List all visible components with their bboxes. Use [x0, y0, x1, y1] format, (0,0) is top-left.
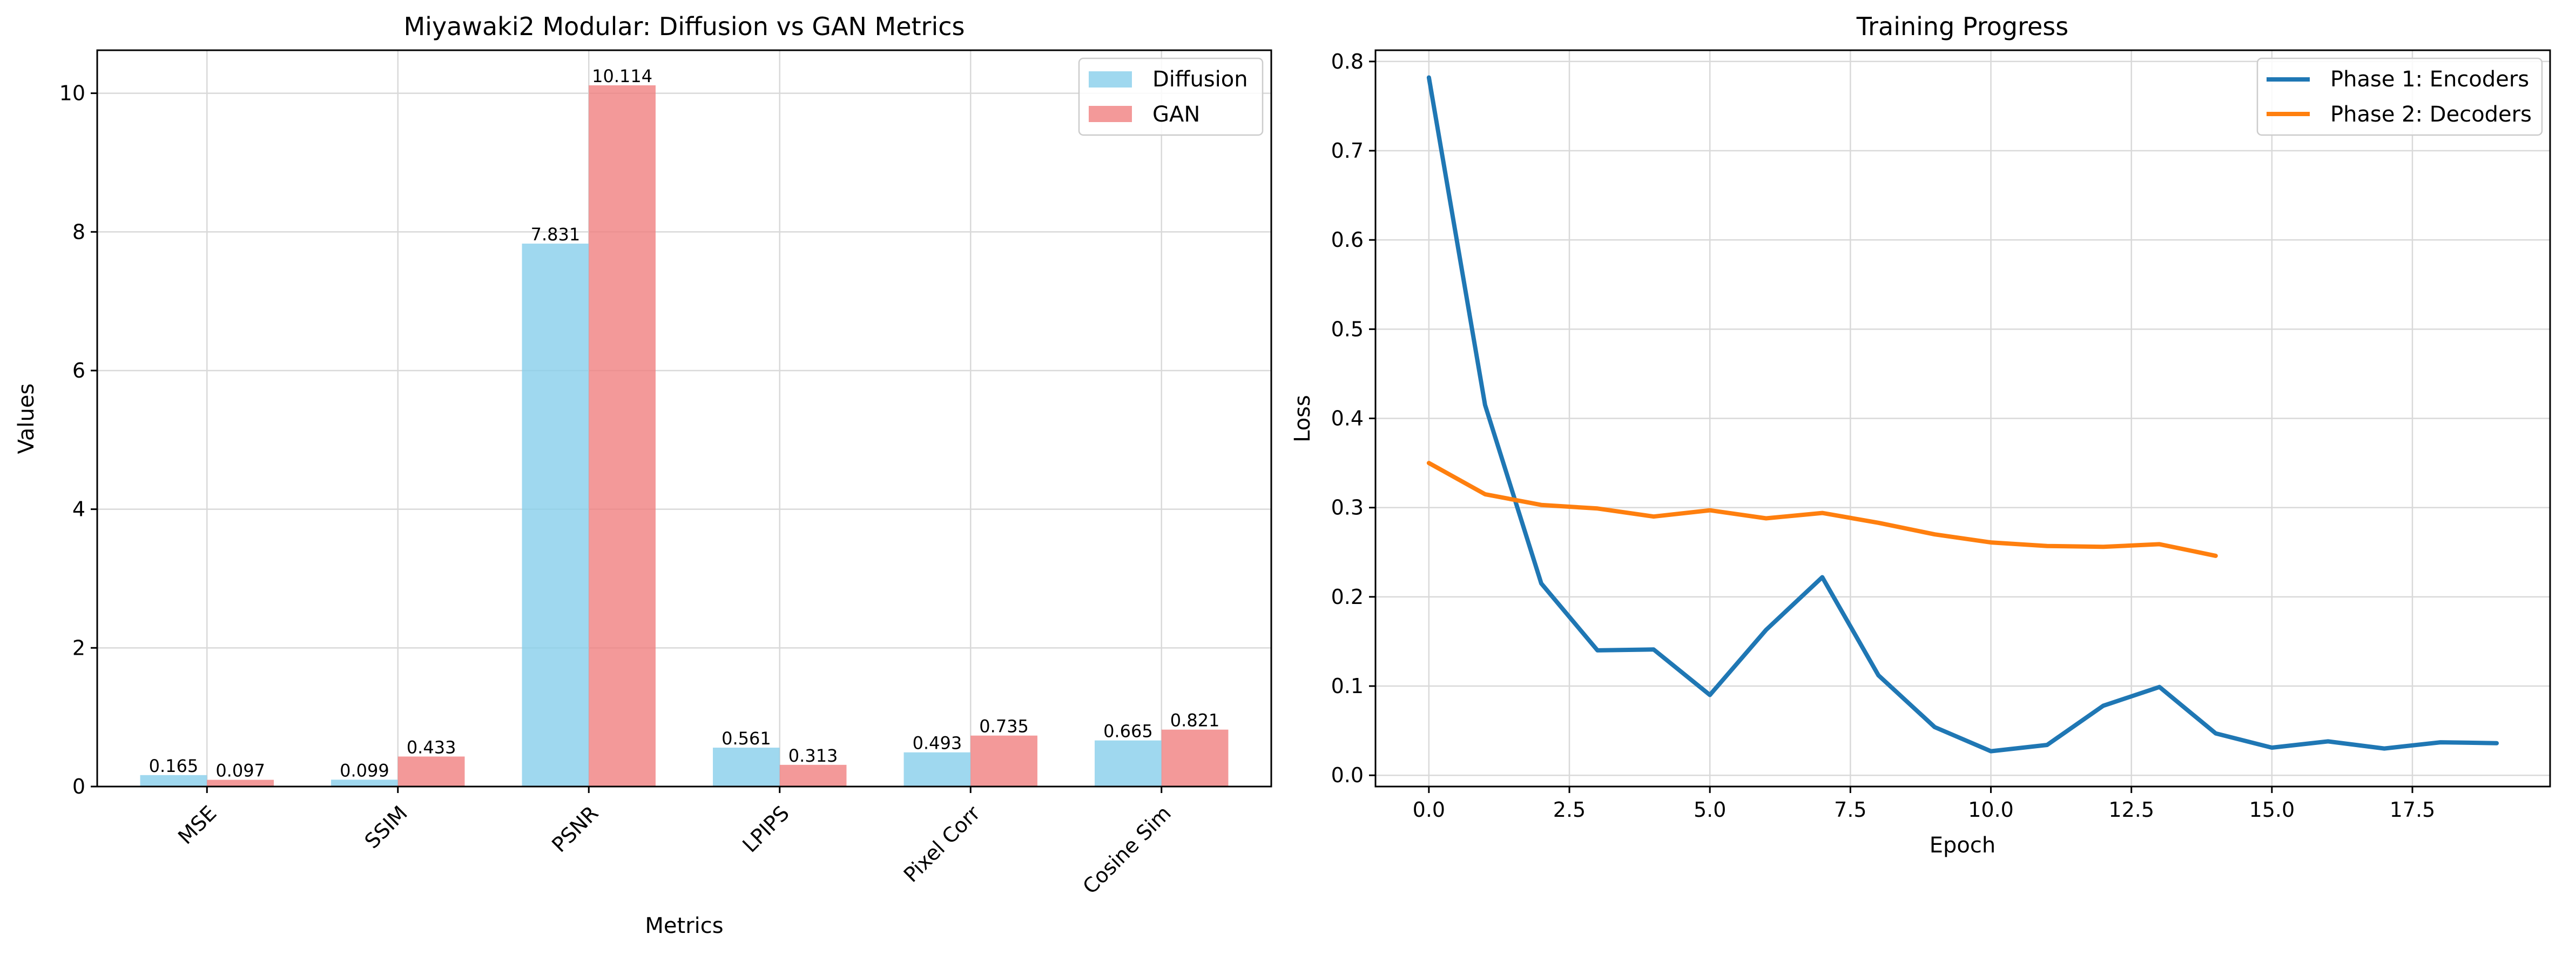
- line-chart-y-tick-label: 0.0: [1331, 763, 1364, 787]
- data-label-gan-lpips: 0.313: [788, 745, 838, 766]
- bar-diffusion-ssim: [331, 780, 398, 787]
- bar-gan-ssim: [397, 756, 465, 787]
- line-chart-x-ticks: 0.0 2.5 5.0 7.5 10.0 12.5 15.0 17.5: [1413, 787, 2436, 822]
- legend-swatch-gan: [1089, 106, 1132, 122]
- bar-chart-frame: [96, 49, 1272, 788]
- data-label-gan-cosine-sim: 0.821: [1170, 710, 1220, 731]
- bar-chart-y-tick-label: 2: [72, 636, 85, 660]
- data-label-gan-mse: 0.097: [215, 761, 265, 781]
- line-chart-y-tick-label: 0.2: [1331, 585, 1364, 609]
- data-label-gan-pixel-corr: 0.735: [979, 716, 1029, 737]
- bar-chart-y-tick-label: 4: [72, 498, 85, 521]
- bar-gan-lpips: [779, 764, 847, 787]
- line-chart-legend: Phase 1: Encoders Phase 2: Decoders: [2256, 57, 2543, 136]
- bar-chart-y-tick-label: 0: [72, 775, 85, 798]
- bar-chart-y-tick-label: 10: [59, 82, 85, 105]
- bar-chart-y-ticks: 0 2 4 6 8 10: [59, 82, 97, 798]
- line-chart-y-tick-label: 0.1: [1331, 674, 1364, 698]
- bar-chart-y-tick-label: 8: [72, 220, 85, 244]
- data-label-diffusion-mse: 0.165: [149, 756, 199, 776]
- series-line-phase-2-decoders: [1426, 461, 2218, 558]
- bar-diffusion-lpips: [713, 747, 780, 787]
- line-chart-x-tick-label: 12.5: [2108, 798, 2154, 822]
- line-chart-y-tick-label: 0.3: [1331, 496, 1364, 520]
- line-chart-x-tick-label: 17.5: [2390, 798, 2436, 822]
- line-chart-x-tick-label: 0.0: [1413, 798, 1445, 822]
- data-label-diffusion-psnr: 7.831: [531, 224, 581, 245]
- bar-chart-legend: Diffusion GAN: [1078, 57, 1264, 136]
- legend-label-phase1: Phase 1: Encoders: [2330, 67, 2529, 92]
- bar-gan-mse: [207, 780, 274, 787]
- bar-diffusion-cosine-sim: [1095, 740, 1162, 787]
- bar-chart-title: Miyawaki2 Modular: Diffusion vs GAN Metr…: [403, 12, 965, 41]
- bar-chart-data-labels: 0.165 0.099 7.831 0.561 0.493 0.665 0.097 0.433…: [149, 66, 1220, 781]
- bar-diffusion-psnr: [522, 243, 589, 787]
- line-chart-y-axis-label: Loss: [1290, 395, 1315, 442]
- line-chart-x-tick-label: 5.0: [1694, 798, 1726, 822]
- line-chart-legend-box: [2256, 57, 2543, 136]
- bar-chart: 0.165 0.099 7.831 0.561 0.493 0.665 0.097 0.433…: [14, 12, 1272, 938]
- line-chart-series: [1426, 75, 2499, 754]
- bar-chart-y-tick-label: 6: [72, 359, 85, 382]
- bar-gan-pixel-corr: [970, 735, 1037, 787]
- line-chart-title: Training Progress: [1856, 12, 2068, 41]
- data-label-diffusion-pixel-corr: 0.493: [913, 733, 962, 754]
- data-label-diffusion-ssim: 0.099: [340, 760, 389, 781]
- data-label-diffusion-cosine-sim: 0.665: [1103, 721, 1153, 742]
- bar-diffusion-mse: [140, 775, 207, 787]
- bar-gan-cosine-sim: [1161, 729, 1229, 787]
- data-label-gan-ssim: 0.433: [407, 737, 456, 757]
- series-line-phase-1-encoders: [1426, 75, 2499, 754]
- data-label-diffusion-lpips: 0.561: [721, 728, 771, 749]
- bar-chart-x-axis-label: Metrics: [645, 913, 723, 938]
- legend-label-gan: GAN: [1152, 102, 1200, 127]
- line-chart-x-tick-label: 7.5: [1834, 798, 1866, 822]
- line-chart-x-tick-label: 2.5: [1553, 798, 1586, 822]
- legend-label-diffusion: Diffusion: [1152, 67, 1248, 92]
- line-chart-y-tick-label: 0.8: [1331, 50, 1364, 73]
- bar-chart-y-axis-label: Values: [14, 384, 39, 454]
- bar-diffusion-pixel-corr: [903, 752, 971, 787]
- data-label-gan-psnr: 10.114: [592, 66, 652, 86]
- line-chart-y-ticks: 0.0 0.1 0.2 0.3 0.4 0.5 0.6 0.7 0.8: [1331, 50, 1375, 787]
- bar-gan-psnr: [589, 85, 656, 787]
- line-chart-y-tick-label: 0.5: [1331, 317, 1364, 341]
- line-chart-y-tick-label: 0.4: [1331, 407, 1364, 431]
- line-chart-x-axis-label: Epoch: [1930, 833, 1995, 858]
- line-chart: 0.0 0.1 0.2 0.3 0.4 0.5 0.6 0.7 0.8 0.0 2.5 5.0 7.5…: [1290, 12, 2551, 858]
- legend-swatch-diffusion: [1089, 71, 1132, 88]
- bar-chart-bars: [140, 85, 1229, 787]
- line-chart-y-tick-label: 0.7: [1331, 139, 1364, 163]
- line-chart-y-tick-label: 0.6: [1331, 228, 1364, 252]
- legend-label-phase2: Phase 2: Decoders: [2330, 102, 2532, 127]
- line-chart-x-tick-label: 15.0: [2249, 798, 2295, 822]
- line-chart-frame: [1374, 49, 2551, 788]
- line-chart-x-tick-label: 10.0: [1968, 798, 2014, 822]
